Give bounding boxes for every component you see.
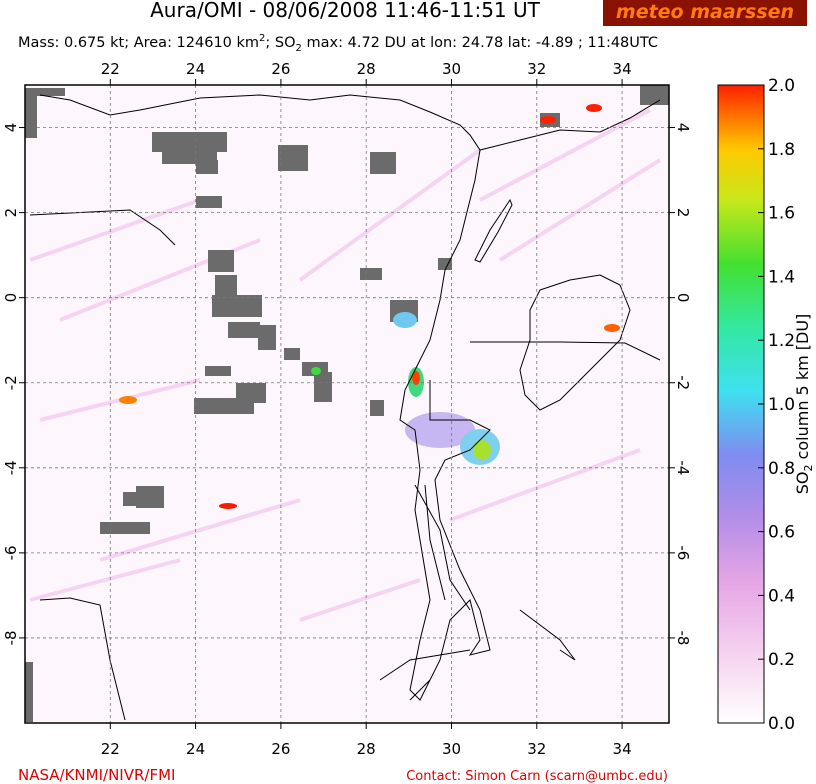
x-tick-label: 32 — [527, 60, 546, 78]
coastlines — [29, 94, 661, 721]
subtitle-part: max: 4.72 DU at lon: 24.78 lat: -4.89 ; … — [302, 35, 658, 51]
colorbar-label: SO2 column 5 km [DU] — [793, 314, 815, 495]
subtitle-sup: 2 — [259, 33, 265, 44]
colorbar-tick-label: 1.8 — [768, 140, 795, 160]
y-tick-label: 4 — [674, 123, 692, 133]
subtitle-part: ; SO — [265, 35, 295, 51]
subtitle-part: Mass: 0.675 kt; Area: 124610 km — [18, 35, 259, 51]
y-tick-label: 0 — [2, 293, 20, 303]
so2-plumes — [119, 104, 620, 509]
y-tick-label: -4 — [2, 460, 20, 475]
colorbar-tick-label: 2.0 — [768, 76, 795, 96]
logo-box — [603, 0, 807, 26]
x-tick-label: 32 — [527, 740, 546, 758]
y-tick-label: -6 — [2, 545, 20, 560]
x-tick-label: 26 — [271, 740, 290, 758]
logo: meteo maarssen — [616, 1, 794, 23]
map-area — [25, 85, 669, 723]
y-tick-label: 0 — [674, 293, 692, 303]
map-frame — [24, 84, 670, 724]
y-tick-label: 4 — [2, 123, 20, 133]
grid — [25, 85, 669, 723]
colorbar-tick-label: 1.4 — [768, 267, 795, 287]
x-tick-label: 22 — [101, 740, 120, 758]
y-tick-label: 2 — [2, 208, 20, 218]
y-tick-label: -4 — [674, 460, 692, 475]
colorbar-tick-label: 0.0 — [768, 714, 795, 734]
colorbar-tick-label: 0.4 — [768, 586, 795, 606]
colorbar-tick-label: 0.2 — [768, 650, 795, 670]
no-data-patches — [25, 85, 669, 722]
colorbar-tick-label: 1.2 — [768, 331, 795, 351]
y-tick-label: -6 — [674, 545, 692, 560]
x-tick-label: 28 — [357, 60, 376, 78]
colorbar-tick-label: 0.8 — [768, 459, 795, 479]
subtitle-sub: 2 — [296, 43, 302, 54]
footer-left: NASA/KNMI/NIVR/FMI — [18, 766, 175, 784]
y-tick-label: -2 — [674, 375, 692, 390]
colorbar — [717, 84, 765, 724]
colorbar-tick-label: 1.0 — [768, 395, 795, 415]
x-tick-label: 30 — [442, 740, 461, 758]
colorbar-label-part: column 5 km [DU] — [793, 314, 812, 465]
y-tick-label: -8 — [2, 630, 20, 645]
x-tick-label: 24 — [186, 740, 205, 758]
x-tick-label: 34 — [613, 60, 632, 78]
subtitle: Mass: 0.675 kt; Area: 124610 km2; SO2 ma… — [18, 33, 658, 54]
colorbar-tick-label: 0.6 — [768, 523, 795, 543]
colorbar-label-sub: 2 — [802, 465, 815, 472]
x-tick-label: 26 — [271, 60, 290, 78]
y-tick-label: -8 — [674, 630, 692, 645]
x-tick-label: 30 — [442, 60, 461, 78]
colorbar-tick-label: 1.6 — [768, 204, 795, 224]
colorbar-label-part: SO — [793, 472, 812, 495]
x-tick-label: 24 — [186, 60, 205, 78]
footer-right: Contact: Simon Carn (scarn@umbc.edu) — [406, 769, 668, 784]
x-tick-label: 34 — [613, 740, 632, 758]
map-background — [25, 85, 669, 723]
y-tick-label: -2 — [2, 375, 20, 390]
y-tick-label: 2 — [674, 208, 692, 218]
x-tick-label: 28 — [357, 740, 376, 758]
title: Aura/OMI - 08/06/2008 11:46-11:51 UT — [150, 0, 541, 22]
x-tick-label: 22 — [101, 60, 120, 78]
